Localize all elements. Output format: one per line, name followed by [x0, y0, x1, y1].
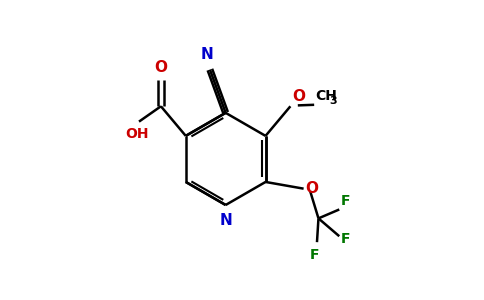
Text: F: F: [341, 194, 350, 208]
Text: N: N: [219, 213, 232, 228]
Text: O: O: [154, 60, 167, 75]
Text: F: F: [309, 248, 319, 262]
Text: CH: CH: [315, 89, 337, 103]
Text: F: F: [341, 232, 350, 246]
Text: O: O: [292, 89, 305, 104]
Text: 3: 3: [330, 96, 337, 106]
Text: OH: OH: [125, 127, 149, 141]
Text: O: O: [305, 181, 318, 196]
Text: N: N: [200, 47, 213, 62]
